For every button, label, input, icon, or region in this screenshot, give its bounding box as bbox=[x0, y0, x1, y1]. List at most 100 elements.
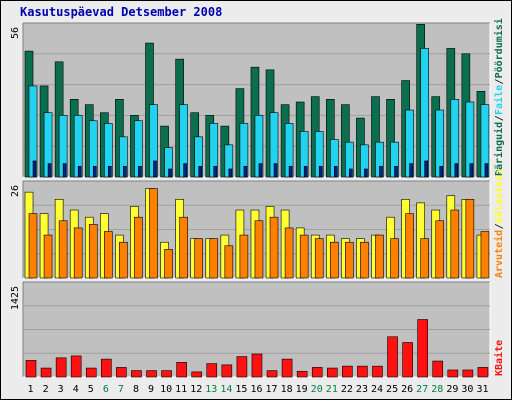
x-tick-label-day-23: 23 bbox=[356, 384, 368, 395]
bar-visits-day-19 bbox=[303, 165, 308, 178]
bar-hosts-day-10 bbox=[164, 249, 173, 279]
kbytes-ymax-label: 1425 bbox=[10, 286, 21, 310]
x-tick-label-day-28: 28 bbox=[431, 384, 443, 395]
requests-panel: 56 bbox=[10, 22, 491, 178]
bar-kbytes-day-25 bbox=[387, 336, 398, 378]
bar-hosts-day-2 bbox=[43, 234, 53, 279]
bar-kbytes-day-6 bbox=[101, 358, 112, 378]
bar-visits-day-30 bbox=[469, 163, 474, 178]
bar-kbytes-day-21 bbox=[326, 367, 338, 378]
x-tick-label-day-25: 25 bbox=[386, 384, 398, 395]
x-tick-label-day-20: 20 bbox=[311, 384, 323, 395]
x-tick-label-day-21: 21 bbox=[326, 384, 338, 395]
bar-visits-day-29 bbox=[454, 163, 459, 178]
bar-hosts-day-4 bbox=[73, 227, 83, 279]
x-tick-label-day-1: 1 bbox=[28, 384, 34, 395]
bar-kbytes-day-22 bbox=[342, 365, 353, 378]
x-tick-label-day-11: 11 bbox=[175, 384, 187, 395]
bar-hosts-day-27 bbox=[420, 238, 429, 279]
bar-visits-day-3 bbox=[62, 163, 67, 178]
bar-visits-day-22 bbox=[349, 168, 353, 178]
x-tick-label-day-17: 17 bbox=[266, 384, 278, 395]
bar-kbytes-day-16 bbox=[251, 353, 263, 378]
bar-kbytes-day-17 bbox=[266, 370, 278, 378]
bar-hosts-day-19 bbox=[299, 234, 309, 279]
bar-kbytes-day-13 bbox=[206, 363, 218, 378]
bar-hosts-day-1 bbox=[28, 213, 38, 279]
legend-requests-1: Faile bbox=[493, 85, 505, 115]
bar-kbytes-day-24 bbox=[372, 365, 383, 378]
bar-kbytes-day-9 bbox=[146, 370, 157, 378]
bar-visits-day-9 bbox=[153, 160, 157, 178]
x-tick-label-day-5: 5 bbox=[88, 384, 94, 395]
bar-hosts-day-6 bbox=[104, 231, 113, 279]
bar-kbytes-day-28 bbox=[432, 360, 444, 378]
bar-hosts-day-21 bbox=[329, 241, 339, 279]
bar-kbytes-day-10 bbox=[161, 370, 172, 378]
bar-visits-day-18 bbox=[288, 165, 293, 178]
bar-visits-day-10 bbox=[168, 168, 172, 178]
bar-kbytes-day-4 bbox=[70, 355, 82, 378]
x-tick-label-day-24: 24 bbox=[371, 384, 383, 395]
bar-hosts-day-12 bbox=[194, 238, 204, 279]
bar-visits-day-12 bbox=[198, 165, 203, 178]
bar-kbytes-day-3 bbox=[55, 357, 67, 378]
bar-files-day-27 bbox=[420, 48, 429, 178]
bar-hosts-day-22 bbox=[345, 241, 354, 279]
x-tick-label-day-26: 26 bbox=[401, 384, 413, 395]
bar-visits-day-13 bbox=[213, 165, 218, 178]
x-tick-label-day-27: 27 bbox=[416, 384, 428, 395]
x-tick-label-day-22: 22 bbox=[341, 384, 353, 395]
bar-kbytes-day-1 bbox=[25, 360, 37, 378]
bar-kbytes-day-15 bbox=[236, 356, 248, 378]
bar-visits-day-14 bbox=[228, 168, 233, 178]
x-tick-label-day-7: 7 bbox=[118, 384, 124, 395]
x-tick-label-day-6: 6 bbox=[103, 384, 109, 395]
bar-hosts-day-20 bbox=[314, 238, 324, 279]
legend-requests-sep-1: / bbox=[494, 78, 505, 84]
bar-kbytes-day-18 bbox=[281, 358, 293, 378]
legend-requests-sep-0: / bbox=[494, 115, 505, 121]
requests-ymax-label: 56 bbox=[10, 27, 21, 39]
bar-visits-day-24 bbox=[379, 165, 383, 178]
bar-kbytes-day-11 bbox=[176, 362, 187, 378]
bar-visits-day-5 bbox=[92, 165, 97, 178]
bar-visits-day-1 bbox=[32, 160, 37, 178]
bar-visits-day-23 bbox=[364, 168, 368, 178]
x-tick-label-day-14: 14 bbox=[220, 384, 232, 395]
bar-hosts-day-13 bbox=[209, 238, 219, 279]
bar-visits-day-25 bbox=[394, 165, 398, 178]
bar-kbytes-day-19 bbox=[296, 370, 308, 378]
x-tick-label-day-9: 9 bbox=[148, 384, 154, 395]
bar-visits-day-2 bbox=[47, 163, 52, 178]
bar-kbytes-day-14 bbox=[221, 364, 233, 378]
bar-visits-day-11 bbox=[183, 163, 187, 178]
bar-hosts-day-11 bbox=[179, 216, 188, 279]
legend-volume-0: Arvuteid bbox=[493, 230, 505, 278]
bar-hosts-day-14 bbox=[224, 245, 234, 279]
x-tick-label-day-3: 3 bbox=[58, 384, 64, 395]
bar-visits-day-27 bbox=[424, 160, 428, 178]
bar-hosts-day-17 bbox=[269, 216, 279, 279]
bar-hosts-day-25 bbox=[390, 238, 399, 279]
x-tick-label-day-4: 4 bbox=[73, 384, 79, 395]
x-tick-label-day-15: 15 bbox=[235, 384, 247, 395]
bar-visits-day-28 bbox=[439, 165, 444, 178]
bar-hosts-day-29 bbox=[450, 209, 460, 279]
bar-visits-day-16 bbox=[258, 163, 263, 178]
x-tick-label-day-10: 10 bbox=[160, 384, 172, 395]
bar-hosts-day-24 bbox=[375, 234, 384, 279]
bar-kbytes-day-23 bbox=[357, 365, 368, 378]
bar-kbytes-day-27 bbox=[417, 319, 428, 378]
x-tick-label-day-12: 12 bbox=[190, 384, 202, 395]
bar-visits-day-17 bbox=[273, 163, 278, 178]
bar-hosts-day-16 bbox=[254, 220, 264, 279]
bar-visits-day-7 bbox=[123, 165, 127, 178]
bar-visits-day-4 bbox=[77, 165, 82, 178]
bar-hosts-day-18 bbox=[284, 227, 294, 279]
x-tick-label-day-8: 8 bbox=[133, 384, 139, 395]
bar-kbytes-day-20 bbox=[311, 367, 323, 378]
bar-kbytes-day-5 bbox=[85, 367, 97, 378]
bar-kbytes-day-29 bbox=[447, 369, 459, 378]
